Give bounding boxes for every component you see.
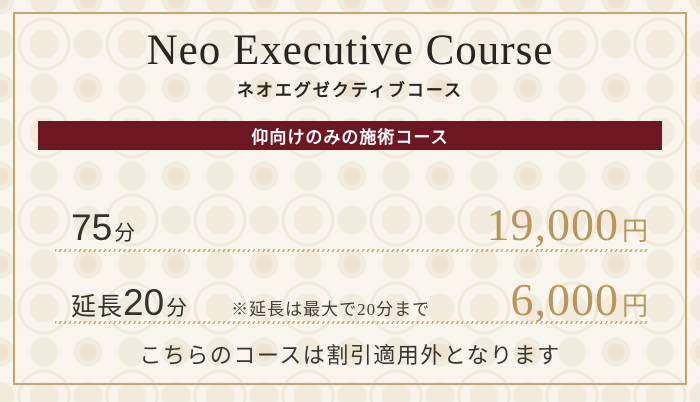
course-title-japanese: ネオエグゼクティブコース xyxy=(236,81,464,100)
dotted-divider xyxy=(55,321,648,324)
course-type-banner: 仰向けのみの施術コース xyxy=(38,121,662,150)
extension-limit-note: ※延長は最大で20分まで xyxy=(231,300,431,319)
price-currency-unit: 円 xyxy=(621,217,648,246)
dotted-divider xyxy=(55,249,648,252)
course-type-banner-label: 仰向けのみの施術コース xyxy=(251,128,449,147)
price-row-extension: 延長 20 分 ※延長は最大で20分まで 6,000 円 xyxy=(55,273,648,326)
duration-unit: 分 xyxy=(114,221,136,245)
price-value: 6,000 xyxy=(510,274,619,325)
price-row-75min: 75 分 19,000 円 xyxy=(55,198,648,251)
duration-unit: 分 xyxy=(166,296,188,320)
price-value: 19,000 xyxy=(486,199,619,250)
duration-label: 75 分 xyxy=(55,207,135,249)
duration-label: 延長 20 分 xyxy=(55,282,187,324)
duration-prefix: 延長 xyxy=(71,294,124,321)
course-title-english: Neo Executive Course xyxy=(146,27,554,74)
price-currency-unit: 円 xyxy=(621,292,648,321)
price-label: 19,000 円 xyxy=(486,198,648,251)
duration-value: 20 xyxy=(123,282,165,323)
price-label: 6,000 円 xyxy=(510,273,648,326)
discount-exclusion-note: こちらのコースは割引適用外となります xyxy=(139,343,561,368)
duration-value: 75 xyxy=(71,207,113,248)
